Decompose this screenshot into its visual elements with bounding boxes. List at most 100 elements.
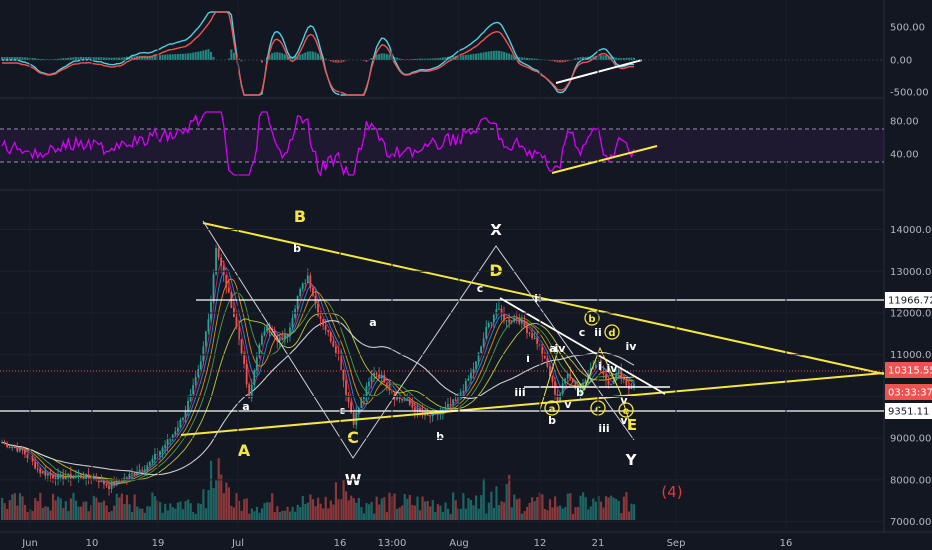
- time-tick-label: 16: [780, 538, 793, 549]
- macd-signal-line: [2, 11, 635, 96]
- subwave-label: b: [436, 430, 444, 443]
- macd-histogram-bar: [273, 52, 276, 60]
- candle-body: [204, 331, 207, 347]
- volume-bar: [362, 513, 366, 520]
- macd-histogram-bar: [90, 57, 93, 60]
- price-scale[interactable]: [884, 0, 932, 550]
- macd-histogram-bar: [105, 57, 108, 60]
- volume-bar: [355, 502, 358, 520]
- rsi-tick-label: 40.00: [890, 150, 919, 161]
- candle-body: [138, 469, 141, 473]
- volume-bar: [1, 497, 4, 520]
- candle-body: [278, 337, 281, 342]
- candle-body: [592, 367, 595, 369]
- volume-bar: [143, 512, 146, 520]
- volume-bar: [406, 498, 409, 520]
- candle-body: [46, 473, 49, 476]
- volume-bar: [421, 496, 424, 520]
- macd-histogram-bar: [85, 56, 88, 60]
- volume-bar: [243, 499, 246, 520]
- candle-body: [610, 383, 612, 385]
- subwave-label: a: [369, 316, 376, 329]
- candle-body: [541, 346, 544, 357]
- abcde-path: [539, 346, 633, 431]
- candle-body: [105, 484, 108, 486]
- candle-body: [187, 400, 189, 411]
- volume-bar: [215, 480, 218, 520]
- volume-bar: [34, 498, 37, 520]
- volume-bar: [582, 492, 585, 520]
- wave-degree-label: (4): [661, 483, 682, 501]
- candle-body: [633, 383, 635, 388]
- macd-histogram-bar: [199, 51, 202, 60]
- subwave-label: a: [242, 400, 249, 413]
- macd-histogram-bar: [500, 51, 503, 60]
- volume-bar: [332, 504, 335, 520]
- volume-bar: [477, 508, 480, 520]
- candle-body: [574, 381, 577, 389]
- macd-histogram-bar: [337, 60, 340, 63]
- macd-histogram-bar: [536, 58, 539, 60]
- macd-histogram-bar: [457, 55, 460, 60]
- candle-body: [345, 380, 347, 395]
- volume-bar: [329, 500, 332, 520]
- macd-histogram-bar: [278, 52, 281, 60]
- candle-body: [258, 344, 261, 358]
- candle-body: [261, 335, 263, 345]
- macd-histogram-bar: [82, 56, 85, 60]
- candle-body: [24, 450, 26, 455]
- macd-histogram-bar: [31, 57, 34, 60]
- volume-bar: [319, 503, 322, 520]
- candle-body: [340, 353, 342, 371]
- candle-body: [273, 330, 276, 336]
- candle-body: [605, 374, 607, 381]
- resistance-price-badge-text: 11966.72: [888, 296, 932, 307]
- volume-bar: [464, 508, 468, 520]
- candle-body: [490, 322, 493, 324]
- volume-bar: [199, 503, 202, 520]
- volume-bar: [487, 502, 490, 520]
- macd-histogram-bar: [296, 55, 299, 60]
- candle-body: [26, 454, 29, 459]
- candle-body: [607, 380, 610, 385]
- candle-body: [54, 478, 57, 480]
- volume-bar: [23, 504, 27, 520]
- macd-histogram-bar: [523, 57, 526, 60]
- time-tick-label: Sep: [667, 538, 686, 549]
- candle-body: [92, 478, 95, 481]
- wave-label-A: A: [238, 441, 251, 460]
- volume-bar: [204, 508, 208, 520]
- macd-histogram-bar: [283, 54, 286, 60]
- candle-body: [34, 461, 37, 469]
- candle-body: [551, 376, 554, 382]
- candle-body: [133, 473, 136, 476]
- volume-bar: [309, 494, 312, 520]
- current-price-badge: [885, 362, 932, 378]
- volume-bar: [189, 503, 192, 520]
- macd-histogram-bar: [429, 58, 432, 60]
- candle-body: [350, 402, 353, 413]
- volume-bar: [120, 493, 123, 520]
- candle-body: [424, 414, 426, 416]
- candle-body: [128, 474, 131, 478]
- macd-histogram-bar: [334, 60, 337, 63]
- macd-histogram-bar: [383, 53, 386, 60]
- candle-body: [80, 474, 82, 478]
- candle-body: [301, 283, 304, 289]
- candle-body: [459, 392, 462, 395]
- volume-bar: [467, 498, 470, 520]
- volume-bar: [334, 482, 338, 520]
- macd-histogram-bar: [156, 55, 159, 60]
- candle-body: [362, 395, 365, 400]
- volume-bar: [268, 502, 271, 520]
- circled-wave-label: e: [623, 406, 630, 417]
- volume-bar: [258, 512, 261, 520]
- candle-body: [199, 361, 202, 370]
- volume-bar: [217, 458, 220, 520]
- candle-body: [11, 446, 14, 448]
- macd-histogram-bar: [319, 55, 322, 60]
- macd-histogram-bar: [166, 54, 169, 60]
- volume-bar: [291, 506, 294, 520]
